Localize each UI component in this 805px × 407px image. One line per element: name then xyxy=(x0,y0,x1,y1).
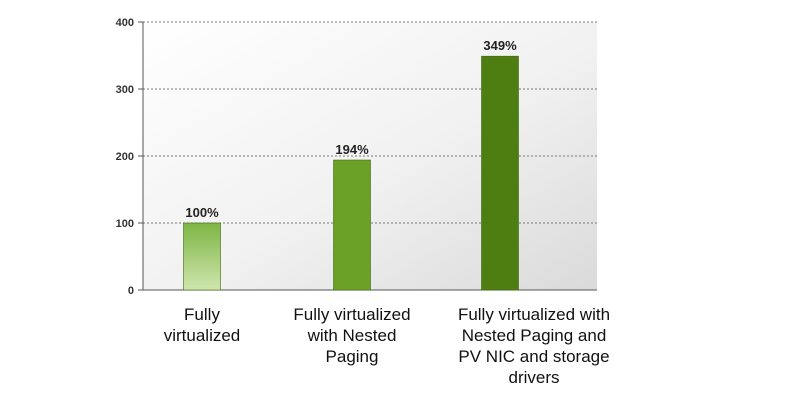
data-label-3: 349% xyxy=(483,38,517,53)
bar-3 xyxy=(481,55,519,291)
data-label-1: 100% xyxy=(185,205,219,220)
y-tick-label-400: 400 xyxy=(116,17,134,29)
y-tick-label-300: 300 xyxy=(116,84,134,96)
y-tick-label-0: 0 xyxy=(128,285,134,297)
bar-2 xyxy=(333,159,371,291)
x-tick-label-1: Fully virtualized xyxy=(163,305,241,345)
x-tick-label-2: Fully virtualized with Nested Paging xyxy=(293,305,411,366)
x-tick-label-3: Fully virtualized with Nested Paging and… xyxy=(457,305,611,387)
y-tick-label-200: 200 xyxy=(116,151,134,163)
bar-1 xyxy=(183,222,221,291)
data-label-2: 194% xyxy=(335,142,369,157)
y-tick-label-100: 100 xyxy=(116,218,134,230)
